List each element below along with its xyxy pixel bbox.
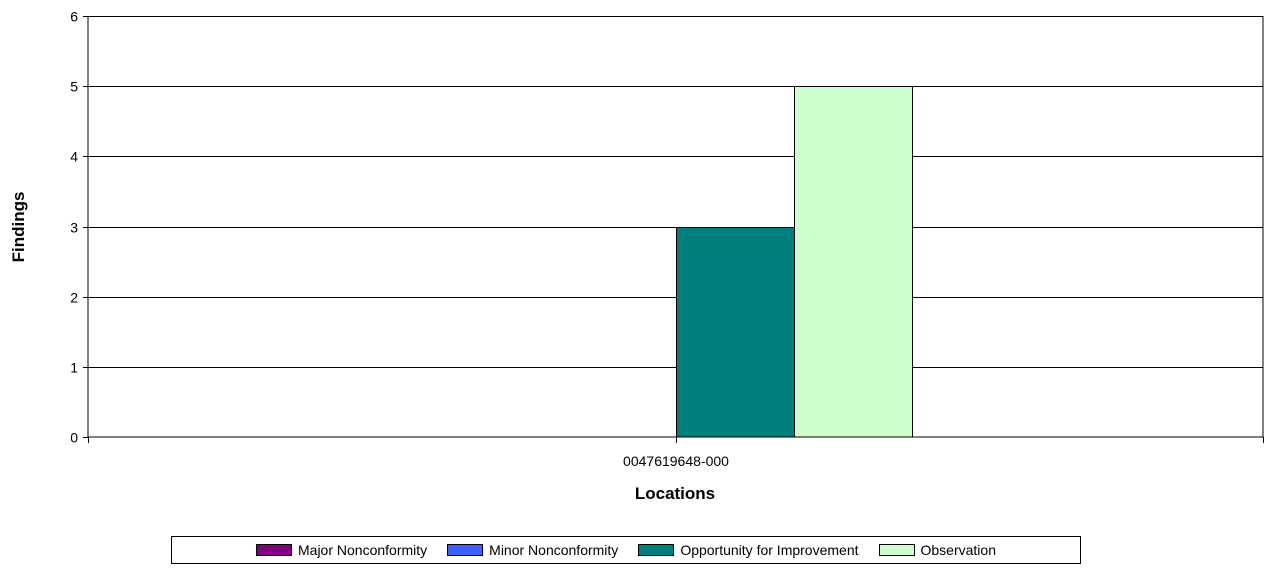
y-tick-label: 3: [70, 220, 78, 236]
bar-opportunity-for-improvement: [676, 227, 795, 438]
bars: [676, 86, 913, 438]
y-tick-label: 5: [70, 79, 78, 95]
legend-swatch: [638, 544, 675, 556]
legend-swatch: [256, 544, 292, 556]
legend-label: Minor Nonconformity: [489, 542, 619, 558]
y-axis-title: Findings: [9, 192, 28, 263]
legend-item: Opportunity for Improvement: [638, 542, 859, 558]
x-tick-label: 0047619648-000: [623, 453, 729, 469]
legend-label: Opportunity for Improvement: [680, 542, 859, 558]
bar-observation: [794, 86, 913, 438]
legend-item: Minor Nonconformity: [447, 542, 618, 558]
y-tick-label: 2: [70, 290, 78, 306]
y-tick-label: 1: [70, 360, 78, 376]
gridlines: [88, 16, 1263, 368]
y-tick-label: 6: [70, 9, 78, 25]
legend-swatch: [878, 544, 915, 556]
legend-item: Major Nonconformity: [256, 542, 427, 558]
x-axis-title: Locations: [635, 484, 715, 503]
legend-label: Observation: [920, 542, 996, 558]
legend-swatch: [447, 544, 484, 556]
y-tick-label: 4: [70, 149, 78, 165]
x-ticks: 0047619648-000: [88, 437, 1264, 469]
legend-item: Observation: [878, 542, 996, 558]
legend: Major Nonconformity Minor Nonconformity Op…: [171, 536, 1081, 564]
y-ticks: 0 1 2 3 4 5 6: [70, 9, 88, 446]
legend-label: Major Nonconformity: [298, 542, 428, 558]
y-tick-label: 0: [70, 430, 78, 446]
axes: [87, 16, 1264, 438]
bar-chart: 0 1 2 3 4 5 6 0047619648-000 Findings Location…: [9, 9, 1264, 503]
